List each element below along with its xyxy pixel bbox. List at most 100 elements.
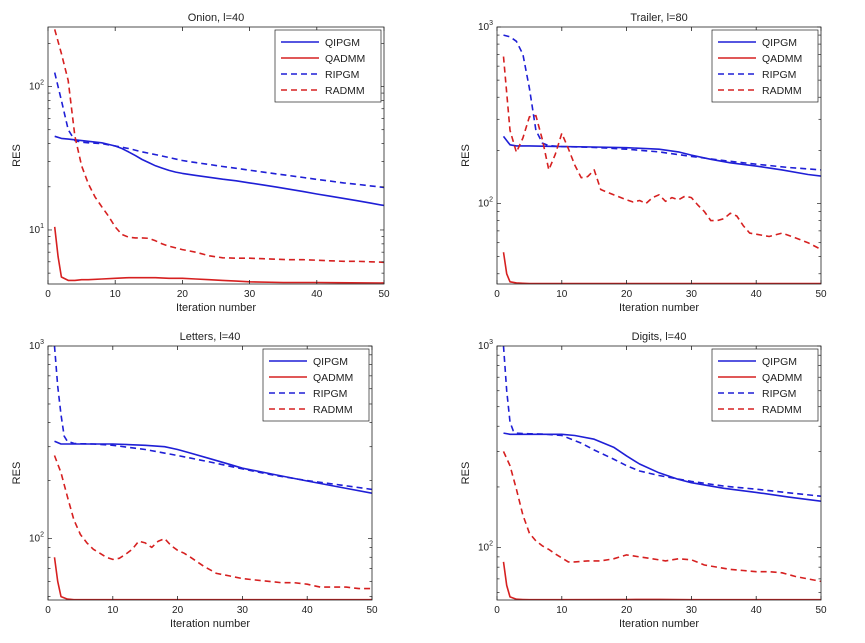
legend-label: RADMM <box>762 404 802 416</box>
legend-label: RADMM <box>325 85 365 97</box>
chart-title: Digits, l=40 <box>632 331 687 343</box>
x-tick-label: 50 <box>815 605 827 616</box>
x-tick-label: 20 <box>621 605 633 616</box>
y-axis-label: RES <box>11 144 23 167</box>
legend: QIPGM QADMM RIPGM RADMM <box>262 348 370 422</box>
legend-label: QIPGM <box>313 356 348 368</box>
x-tick-label: 30 <box>237 605 249 616</box>
y-tick-label: 103 <box>29 339 44 352</box>
axes-box <box>496 345 822 601</box>
axes-box <box>47 26 385 285</box>
x-tick-label: 10 <box>110 289 122 300</box>
chart-title: Letters, l=40 <box>180 331 241 343</box>
legend: QIPGM QADMM RIPGM RADMM <box>711 348 819 422</box>
x-tick-label: 0 <box>45 605 51 616</box>
series-line-radmm <box>502 451 821 583</box>
legend-label: QADMM <box>325 53 365 65</box>
x-tick-label: 50 <box>366 605 378 616</box>
y-tick-base: 10 <box>478 199 490 210</box>
y-tick-label: 102 <box>29 80 44 93</box>
y-tick-label: 103 <box>478 20 493 33</box>
axes-box <box>496 26 822 285</box>
x-tick-label: 20 <box>172 605 184 616</box>
x-tick-label: 0 <box>494 289 500 300</box>
x-axis-label: Iteration number <box>619 618 699 630</box>
x-tick-label: 50 <box>378 289 390 300</box>
legend-label: QADMM <box>313 372 353 384</box>
chart-title: Trailer, l=80 <box>630 12 687 24</box>
series-line-ripgm <box>502 346 821 497</box>
y-tick-base: 10 <box>29 341 41 352</box>
legend-label: RIPGM <box>762 69 796 81</box>
x-tick-label: 10 <box>556 289 568 300</box>
y-tick-base: 10 <box>478 22 490 33</box>
legend-label: QIPGM <box>762 356 797 368</box>
series-group <box>53 29 384 284</box>
legend-label: RADMM <box>762 85 802 97</box>
x-tick-label: 10 <box>107 605 119 616</box>
series-line-ripgm <box>503 34 821 171</box>
x-axis-label: Iteration number <box>176 302 256 314</box>
x-tick-label: 20 <box>177 289 189 300</box>
y-tick-exponent: 3 <box>489 20 493 27</box>
y-tick-base: 10 <box>478 341 490 352</box>
series-line-qadmm <box>53 226 384 284</box>
y-axis-label: RES <box>460 462 472 485</box>
y-tick-base: 10 <box>29 534 41 545</box>
y-axis-label: RES <box>11 462 23 485</box>
x-tick-label: 0 <box>494 605 500 616</box>
series-line-ripgm <box>53 346 372 491</box>
y-tick-label: 102 <box>478 541 493 554</box>
x-tick-label: 10 <box>556 605 568 616</box>
x-tick-label: 20 <box>621 289 633 300</box>
legend-label: RADMM <box>313 404 353 416</box>
legend-label: RIPGM <box>313 388 347 400</box>
y-tick-label: 102 <box>29 532 44 545</box>
y-tick-exponent: 2 <box>40 80 44 87</box>
x-tick-label: 50 <box>815 289 827 300</box>
series-line-radmm <box>53 455 372 590</box>
series-line-qadmm <box>502 561 821 600</box>
x-tick-label: 40 <box>751 289 763 300</box>
legend-label: RIPGM <box>762 388 796 400</box>
y-tick-label: 102 <box>478 197 493 210</box>
y-tick-exponent: 2 <box>489 541 493 548</box>
series-line-qipgm <box>503 432 821 502</box>
chart-panel-3: Letters, l=400 10 20 30 40 50102103Iteration … <box>11 331 378 630</box>
y-tick-base: 10 <box>29 82 41 93</box>
series-line-radmm <box>502 56 821 251</box>
series-line-ripgm <box>53 72 384 189</box>
axes-box <box>47 345 373 601</box>
legend-label: QIPGM <box>325 37 360 49</box>
chart-panel-2: Trailer, l=800 10 20 30 40 50102103Iteration … <box>460 12 827 314</box>
x-tick-label: 30 <box>244 289 256 300</box>
y-tick-base: 10 <box>478 543 490 554</box>
legend-label: QADMM <box>762 53 802 65</box>
series-line-qadmm <box>502 252 821 284</box>
legend: QIPGM QADMM RIPGM RADMM <box>711 29 819 103</box>
x-axis-label: Iteration number <box>619 302 699 314</box>
y-tick-base: 10 <box>29 225 41 236</box>
legend-label: RIPGM <box>325 69 359 81</box>
y-axis-label: RES <box>460 144 472 167</box>
series-line-qipgm <box>502 135 821 177</box>
y-tick-exponent: 2 <box>40 532 44 539</box>
legend: QIPGM QADMM RIPGM RADMM <box>274 29 382 103</box>
x-tick-label: 30 <box>686 605 698 616</box>
x-tick-label: 40 <box>751 605 763 616</box>
y-tick-label: 101 <box>29 223 44 236</box>
x-tick-label: 40 <box>302 605 314 616</box>
y-tick-exponent: 3 <box>489 339 493 346</box>
x-tick-label: 40 <box>311 289 323 300</box>
x-axis-label: Iteration number <box>170 618 250 630</box>
x-tick-label: 0 <box>45 289 51 300</box>
x-tick-label: 30 <box>686 289 698 300</box>
series-line-qadmm <box>53 557 372 600</box>
chart-title: Onion, l=40 <box>188 12 245 24</box>
y-tick-exponent: 1 <box>40 223 44 230</box>
legend-label: QADMM <box>762 372 802 384</box>
legend-label: QIPGM <box>762 37 797 49</box>
